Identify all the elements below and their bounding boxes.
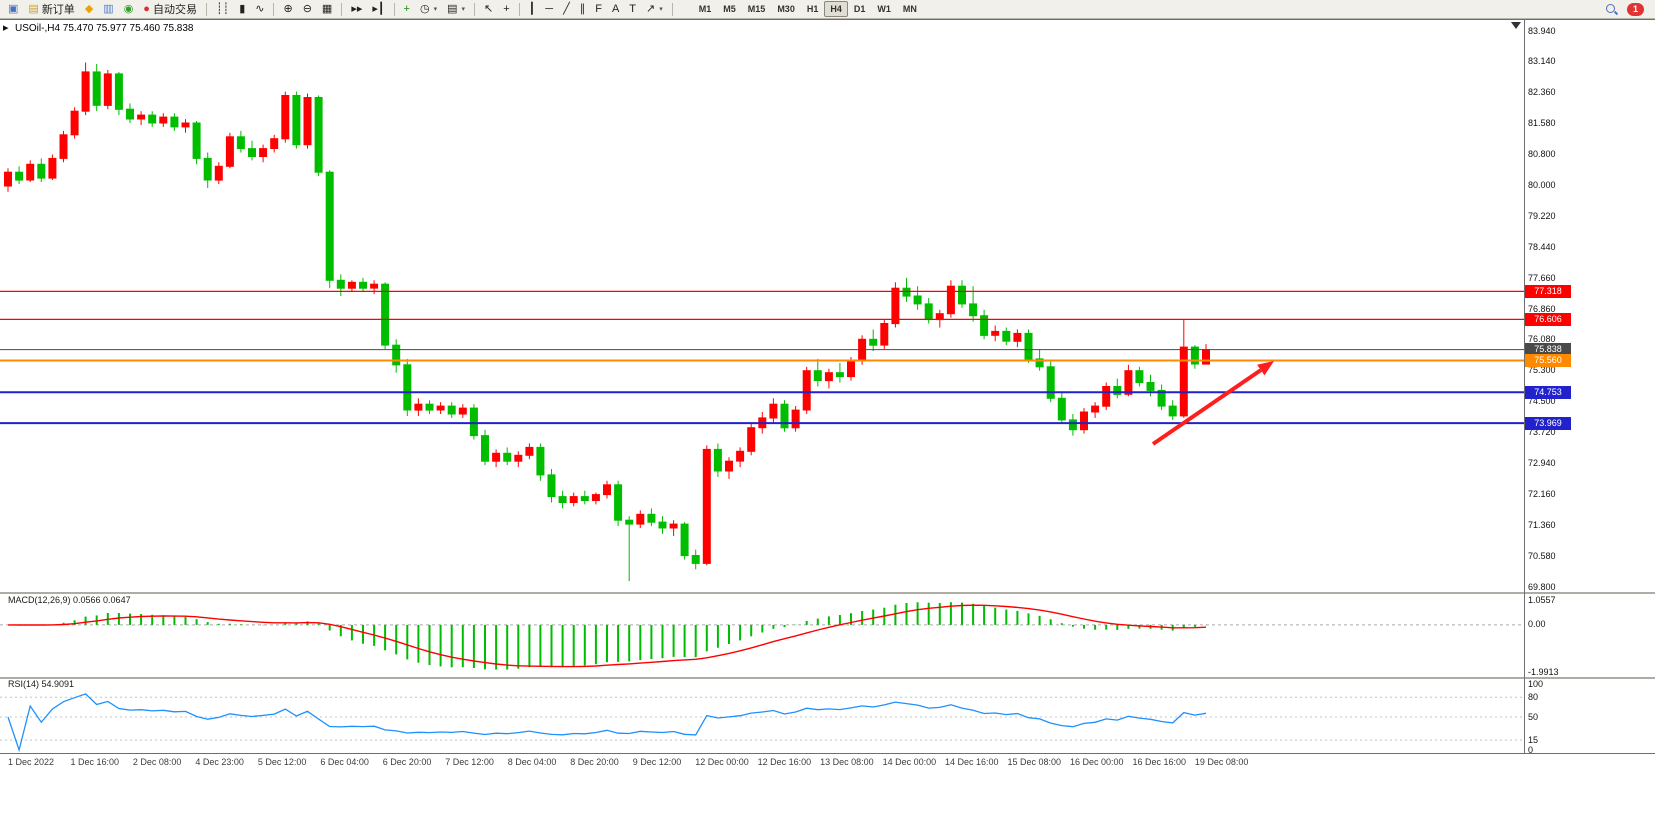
mql-market-button[interactable]: ◆: [80, 0, 98, 19]
trendline-button[interactable]: ╱: [558, 0, 575, 19]
timeframe-m5[interactable]: M5: [723, 4, 736, 14]
candlestick-mode-button[interactable]: ▮: [234, 0, 250, 19]
chart-shift-icon: ▸┃: [372, 2, 385, 15]
periods-button[interactable]: ◷ ▾: [415, 0, 442, 19]
fibonacci-retracement-icon: F: [595, 2, 602, 15]
candlestick-series: [4, 62, 1210, 582]
timeframe-w1[interactable]: W1: [877, 4, 891, 14]
templates-button[interactable]: ▤ ▾: [442, 0, 470, 19]
notification-badge[interactable]: 1: [1627, 2, 1644, 16]
text-button[interactable]: A: [607, 0, 624, 19]
zoom-in-button[interactable]: ⊕: [278, 0, 297, 19]
chart-shift-marker[interactable]: [1511, 22, 1521, 29]
line-chart-mode-button[interactable]: ∿: [250, 0, 269, 19]
equidistant-channel-button[interactable]: ∥: [575, 0, 591, 19]
metaeditor-icon: ▥: [103, 2, 114, 15]
text-label-button[interactable]: T: [624, 0, 641, 19]
new-order-icon: ▤: [28, 2, 39, 15]
zoom-out-button[interactable]: ⊖: [298, 0, 317, 19]
macd-signal-line: [7, 604, 1207, 668]
timeframe-m15[interactable]: M15: [747, 4, 766, 14]
cursor-button[interactable]: ↖: [479, 0, 498, 19]
rsi-line: [7, 693, 1207, 753]
templates-dropdown-icon: ▾: [461, 6, 466, 13]
bar-chart-mode-button[interactable]: ┊┊: [211, 0, 234, 19]
toolbar-right: 1: [1605, 2, 1652, 16]
periods-dropdown-icon: ▾: [433, 6, 438, 13]
line-chart-mode-icon: ∿: [255, 2, 265, 15]
arrow-objects-dropdown-icon: ▾: [659, 6, 663, 13]
add-indicator-icon: +: [403, 2, 410, 15]
new-order-button[interactable]: ▤ 新订单: [23, 0, 79, 19]
periods-icon: ◷: [419, 2, 430, 15]
vertical-line-button[interactable]: ┃: [524, 0, 541, 19]
toolbar: ▣ ▤ 新订单 ◆ ▥ ◉ ● 自动交易 ┊┊ ▮ ∿ ⊕ ⊖ ▦ ▸▸ ▸┃ + ◷ ▾ ▤ ▾ ↖ + ┃ ─ ╱ ∥ F A T ↗ ▾…: [0, 0, 1655, 19]
search-icon[interactable]: [1605, 3, 1618, 16]
candlestick-mode-icon: ▮: [239, 2, 246, 15]
autotrading-button[interactable]: ● 自动交易: [138, 0, 202, 19]
chart-shift-button[interactable]: ▸┃: [367, 0, 389, 19]
arrow-objects-icon: ↗: [646, 2, 656, 15]
tile-windows-button[interactable]: ▦: [317, 0, 337, 19]
auto-scroll-button[interactable]: ▸▸: [346, 0, 367, 19]
text-label-icon: T: [629, 2, 637, 15]
arrow-objects-button[interactable]: ↗ ▾: [641, 0, 668, 19]
text-icon: A: [611, 2, 620, 15]
crosshair-button[interactable]: +: [498, 0, 514, 19]
new-order-label: 新订单: [41, 4, 75, 16]
tile-windows-icon: ▦: [321, 2, 333, 15]
cursor-icon: ↖: [484, 2, 494, 15]
timeframe-group: M1 M5 M15 M30 H1 H4 D1 W1 MN: [693, 1, 923, 17]
trendline-icon: ╱: [563, 2, 570, 15]
macd-histogram: [18, 602, 1207, 670]
timeframe-m30[interactable]: M30: [777, 4, 795, 14]
toolbar-separator: [341, 2, 343, 16]
add-indicator-button[interactable]: +: [399, 0, 415, 19]
timeframe-h4[interactable]: H4: [824, 1, 848, 17]
charts-menu-button[interactable]: ▣: [3, 0, 23, 19]
templates-icon: ▤: [447, 2, 458, 15]
autotrading-icon: ●: [143, 2, 150, 15]
community-icon: ◉: [123, 2, 134, 15]
mql-market-icon: ◆: [84, 2, 94, 15]
metaeditor-button[interactable]: ▥: [98, 0, 118, 19]
horizontal-line-icon: ─: [545, 2, 554, 15]
crosshair-icon: +: [503, 2, 510, 15]
zoom-in-icon: ⊕: [283, 2, 293, 15]
toolbar-separator: [273, 2, 275, 16]
toolbar-separator: [671, 2, 673, 16]
timeframe-mn[interactable]: MN: [902, 4, 917, 14]
auto-scroll-icon: ▸▸: [351, 2, 363, 15]
fibonacci-retracement-button[interactable]: F: [590, 0, 607, 19]
autotrading-label: 自动交易: [152, 4, 197, 16]
toolbar-separator: [205, 2, 207, 16]
equidistant-channel-icon: ∥: [579, 2, 586, 15]
trend-arrow[interactable]: [1151, 361, 1274, 446]
timeframe-h1[interactable]: H1: [806, 4, 819, 14]
timeframe-d1[interactable]: D1: [853, 4, 866, 14]
community-button[interactable]: ◉: [119, 0, 139, 19]
timeframe-m1[interactable]: M1: [698, 4, 712, 14]
charts-menu-icon: ▣: [8, 2, 19, 15]
zoom-out-icon: ⊖: [302, 2, 312, 15]
toolbar-separator: [393, 2, 395, 16]
horizontal-line-button[interactable]: ─: [540, 0, 558, 19]
vertical-line-icon: ┃: [528, 2, 536, 15]
toolbar-separator: [474, 2, 476, 16]
toolbar-separator: [518, 2, 520, 16]
bar-chart-mode-icon: ┊┊: [215, 2, 230, 15]
